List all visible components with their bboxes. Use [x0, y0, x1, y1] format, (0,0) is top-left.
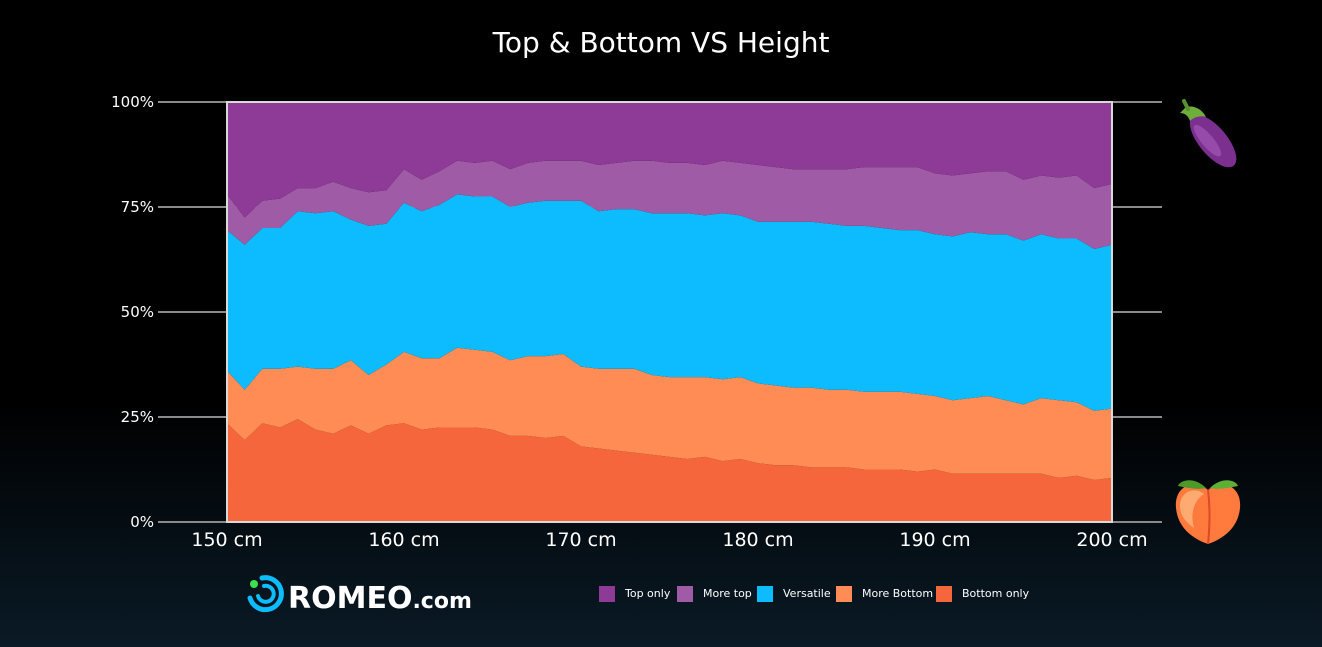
- chart-title: Top & Bottom VS Height: [492, 26, 830, 59]
- area-series-versatile: [227, 194, 1112, 411]
- x-tick-label: 170 cm: [545, 529, 616, 551]
- x-axis-ticks: 150 cm 160 cm 170 cm 180 cm 190 cm 200 cm: [191, 529, 1147, 551]
- eggplant-icon: [1180, 99, 1237, 168]
- y-tick-label: 50%: [121, 303, 154, 321]
- legend: Top only More top Versatile More Bottom Bott…: [599, 586, 1030, 602]
- x-tick-label: 190 cm: [899, 529, 970, 551]
- area-series-top-only: [227, 102, 1112, 218]
- legend-item-more-bottom: More Bottom: [836, 586, 933, 602]
- romeo-logo-icon: [247, 575, 284, 613]
- romeo-logo-name: ROMEO.com: [288, 581, 472, 616]
- legend-label: Top only: [624, 587, 671, 600]
- area-series-group: [227, 102, 1112, 522]
- area-series-bottom-only: [227, 419, 1112, 522]
- legend-label: Versatile: [783, 587, 831, 600]
- legend-swatch: [757, 586, 773, 602]
- y-tick-label: 100%: [111, 93, 154, 111]
- x-tick-label: 150 cm: [191, 529, 262, 551]
- x-tick-label: 200 cm: [1076, 529, 1147, 551]
- x-tick-label: 160 cm: [368, 529, 439, 551]
- legend-label: More Bottom: [862, 587, 933, 600]
- area-series-more-top: [227, 160, 1112, 249]
- x-tick-label: 180 cm: [722, 529, 793, 551]
- legend-swatch: [836, 586, 852, 602]
- legend-label: Bottom only: [962, 587, 1030, 600]
- area-series-more-bottom: [227, 347, 1112, 480]
- y-tick-label: 25%: [121, 408, 154, 426]
- y-tick-label: 0%: [130, 513, 154, 531]
- legend-item-versatile: Versatile: [757, 586, 831, 602]
- peach-icon: [1175, 480, 1241, 545]
- y-tick-label: 75%: [121, 198, 154, 216]
- legend-swatch: [599, 586, 615, 602]
- legend-item-bottom-only: Bottom only: [936, 586, 1030, 602]
- legend-swatch: [677, 586, 693, 602]
- plot-frame: [226, 101, 1113, 523]
- legend-swatch: [936, 586, 952, 602]
- legend-item-top-only: Top only: [599, 586, 671, 602]
- romeo-logo-word: ROMEO: [288, 581, 412, 616]
- romeo-logo-suffix: .com: [412, 589, 471, 614]
- y-axis-ticks: 0% 25% 50% 75% 100%: [111, 93, 154, 531]
- romeo-logo: ROMEO.com: [247, 575, 472, 616]
- legend-label: More top: [703, 587, 752, 600]
- legend-item-more-top: More top: [677, 586, 752, 602]
